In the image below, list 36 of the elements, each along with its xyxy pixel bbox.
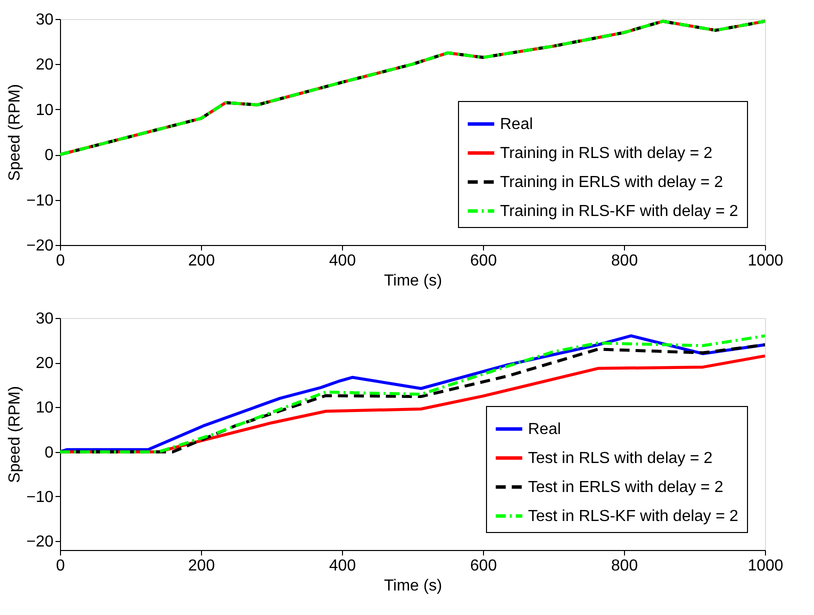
x-axis-title: Time (s)	[384, 578, 442, 594]
y-axis-title: Speed (RPM)	[6, 386, 24, 483]
x-tick-label: 200	[188, 252, 215, 270]
y-axis-title: Speed (RPM)	[6, 84, 24, 181]
y-tick-label: 10	[36, 400, 54, 417]
x-tick-label: 1000	[748, 252, 784, 270]
x-tick-label: 400	[329, 252, 356, 270]
y-tick-label: 30	[36, 310, 54, 328]
y-tick-label: 0	[44, 444, 54, 462]
legend-label: Training in RLS-KF with delay = 2	[500, 203, 738, 220]
x-tick-label: 600	[470, 252, 497, 270]
x-tick-label: 800	[611, 558, 638, 574]
x-tick-label: 200	[188, 558, 215, 574]
x-tick-label: 400	[329, 558, 356, 574]
legend-label: Test in RLS with delay = 2	[528, 450, 713, 467]
y-tick-label: −20	[26, 238, 54, 254]
x-axis-title: Time (s)	[384, 272, 442, 290]
x-tick-label: 600	[470, 558, 497, 574]
y-tick-label: −20	[26, 534, 54, 551]
y-tick-label: 20	[36, 56, 54, 74]
y-tick-label: −10	[26, 192, 54, 210]
y-tick-label: 20	[36, 355, 54, 372]
x-tick-label: 800	[611, 252, 638, 270]
legend-label: Training in RLS with delay = 2	[500, 145, 713, 162]
x-tick-label: 0	[56, 558, 66, 574]
y-tick-label: 30	[36, 12, 54, 28]
legend-label: Training in ERLS with delay = 2	[500, 174, 724, 191]
x-tick-label: 1000	[748, 558, 784, 574]
y-tick-label: 0	[44, 147, 54, 164]
legend-label: Real	[500, 116, 533, 133]
y-tick-label: 10	[36, 102, 54, 119]
legend-label: Real	[528, 421, 561, 438]
legend-label: Test in ERLS with delay = 2	[528, 479, 724, 496]
legend-label: Test in RLS-KF with delay = 2	[528, 508, 738, 525]
y-tick-label: −10	[26, 488, 54, 506]
x-tick-label: 0	[56, 252, 66, 270]
